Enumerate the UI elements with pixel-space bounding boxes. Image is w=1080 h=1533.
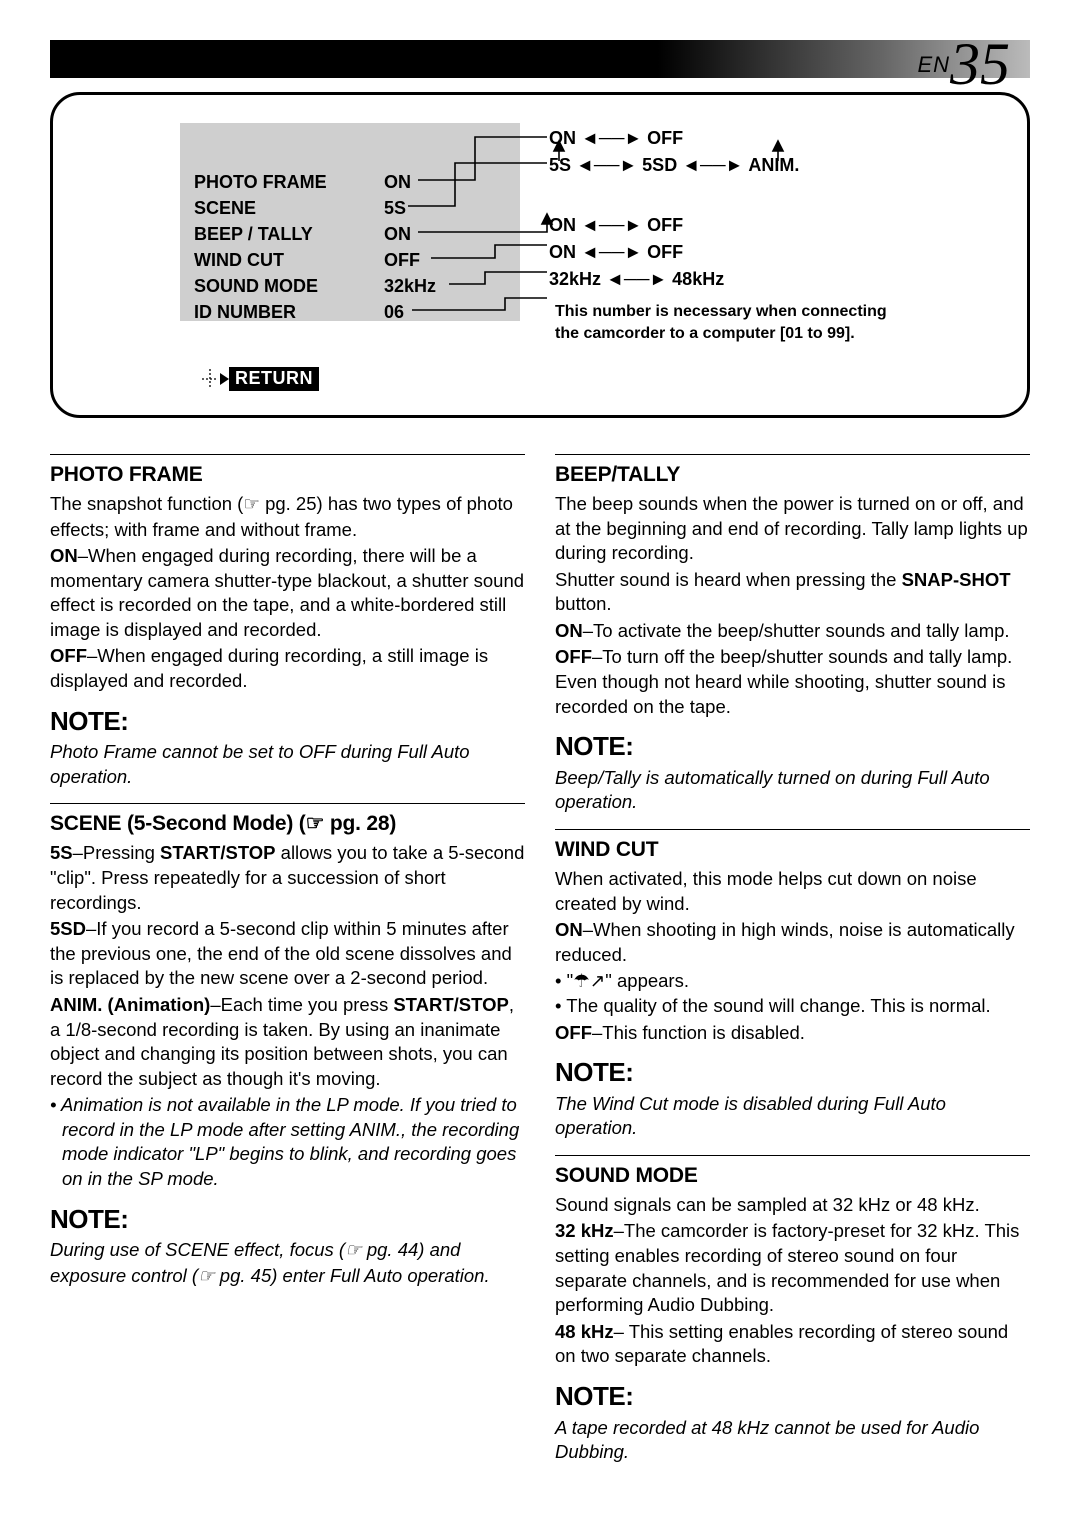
para: 5S–Pressing START/STOP allows you to tak… [50,841,525,915]
note-text: Beep/Tally is automatically turned on du… [555,766,1030,815]
note-text: Photo Frame cannot be set to OFF during … [50,740,525,789]
note-heading: NOTE: [555,1055,1030,1090]
para: The beep sounds when the power is turned… [555,492,1030,566]
menu-row: ID NUMBER06 [194,299,510,325]
note-heading: NOTE: [50,704,525,739]
para: 5SD–If you record a 5-second clip within… [50,917,525,991]
para: OFF–This function is disabled. [555,1021,1030,1046]
menu-diagram: PHOTO FRAMEON SCENE5S BEEP / TALLYON WIN… [50,92,1030,418]
para: Sound signals can be sampled at 32 kHz o… [555,1193,1030,1218]
para: When activated, this mode helps cut down… [555,867,1030,916]
id-footnote: This number is necessary when connecting… [555,301,905,344]
bullet-list: "☂↗" appears. The quality of the sound w… [555,969,1030,1018]
para: ON–When shooting in high winds, noise is… [555,918,1030,967]
para: The snapshot function (☞ pg. 25) has two… [50,492,525,542]
note-text: A tape recorded at 48 kHz cannot be used… [555,1416,1030,1465]
menu-row: SOUND MODE32kHz [194,273,510,299]
note-heading: NOTE: [555,729,1030,764]
para: ON–To activate the beep/shutter sounds a… [555,619,1030,644]
beep-heading: BEEP/TALLY [555,461,1030,489]
para: ANIM. (Animation)–Each time you press ST… [50,993,525,1091]
para: 32 kHz–The camcorder is factory-preset f… [555,1219,1030,1317]
para: OFF–When engaged during recording, a sti… [50,644,525,693]
bullet: Animation is not available in the LP mod… [50,1093,525,1191]
menu-row: BEEP / TALLYON [194,221,510,247]
page-header: EN 35 [50,40,1030,78]
right-column: BEEP/TALLY The beep sounds when the powe… [555,440,1030,1467]
sound-heading: SOUND MODE [555,1162,1030,1190]
para: OFF–To turn off the beep/shutter sounds … [555,645,1030,719]
lang-code: EN [917,52,950,78]
scene-heading: SCENE (5-Second Mode) (☞ pg. 28) [50,810,525,838]
menu-box: PHOTO FRAMEON SCENE5S BEEP / TALLYON WIN… [180,123,520,321]
para: Shutter sound is heard when pressing the… [555,568,1030,617]
para: ON–When engaged during recording, there … [50,544,525,642]
options-grid: ON ◄──► OFF 5S ◄──► 5SD ◄──► ANIM. ON ◄─… [549,125,799,293]
return-row: RETURN [201,367,319,391]
menu-row: PHOTO FRAMEON [194,169,510,195]
note-text: During use of SCENE effect, focus (☞ pg.… [50,1238,525,1289]
page-number: 35 [950,46,1010,82]
left-column: PHOTO FRAME The snapshot function (☞ pg.… [50,440,525,1467]
para: 48 kHz– This setting enables recording o… [555,1320,1030,1369]
note-heading: NOTE: [555,1379,1030,1414]
bullet: The quality of the sound will change. Th… [555,994,1030,1019]
menu-row: WIND CUTOFF [194,247,510,273]
content-columns: PHOTO FRAME The snapshot function (☞ pg.… [50,440,1030,1467]
wind-heading: WIND CUT [555,836,1030,864]
return-label: RETURN [229,367,319,391]
menu-row: SCENE5S [194,195,510,221]
bullet-list: Animation is not available in the LP mod… [50,1093,525,1191]
note-heading: NOTE: [50,1202,525,1237]
note-text: The Wind Cut mode is disabled during Ful… [555,1092,1030,1141]
triangle-icon [220,373,229,385]
photo-frame-heading: PHOTO FRAME [50,461,525,489]
bullet: "☂↗" appears. [555,969,1030,994]
